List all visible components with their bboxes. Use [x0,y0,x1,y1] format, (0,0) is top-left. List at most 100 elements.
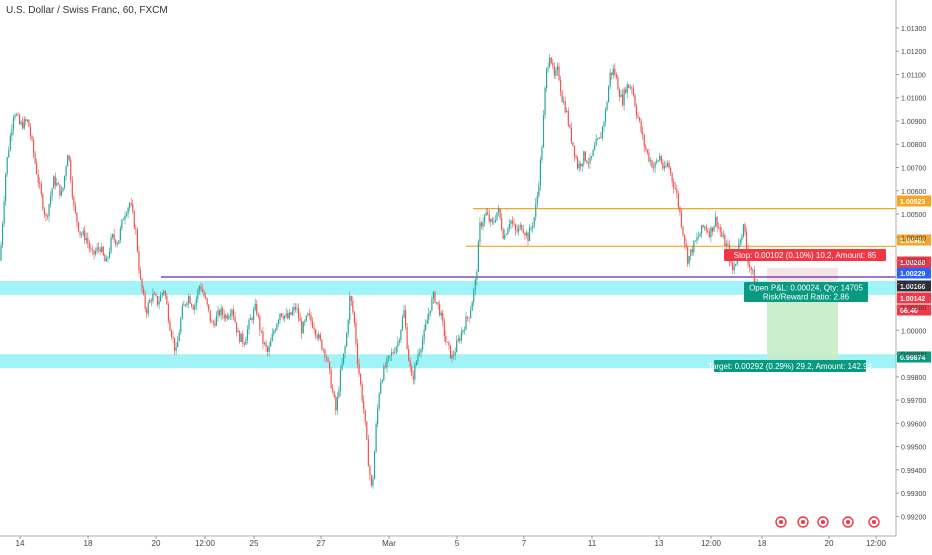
candle-body [535,203,537,218]
time-tick-label: 12:00 [866,539,887,548]
candle-body [228,316,230,319]
candle-body [375,424,377,452]
candle-body [487,212,489,215]
candle-body [324,349,326,357]
candle-body [42,194,44,209]
candle-body [536,195,538,204]
candle-body [662,162,664,169]
candle-body [491,219,493,222]
candle-body [727,243,729,245]
candle-body [493,221,495,223]
candle-body [398,340,400,343]
price-tick-label: 0.99700 [901,398,926,405]
candle-body [267,346,269,352]
candle-body [528,227,531,242]
candle-body [25,119,27,122]
candle-body [364,409,366,422]
candle-body [618,89,621,97]
candle-body [186,302,188,305]
candle-body [197,290,199,299]
open-pl-label[interactable]: Open P&L: 0.00024, Qty: 14705Risk/Reward… [744,282,868,302]
candle-body [406,326,408,350]
candle-body [76,212,78,223]
time-tick-label: 25 [250,539,259,548]
candle-body [280,313,283,317]
candle-body [366,421,368,440]
candle-body [466,316,469,318]
candle-body [690,249,692,257]
candle-body [113,234,115,240]
candle-body [384,366,386,368]
candle-body [459,338,461,341]
candle-body [256,303,258,315]
candle-body [81,234,83,236]
candle-body [5,173,7,202]
candle-body [676,189,678,194]
candle-body [699,233,701,237]
candle-body [377,408,379,425]
candle-body [637,115,639,118]
candle-body [234,316,236,323]
candle-body [166,295,168,305]
candle-body [170,330,173,337]
candle-body [167,304,169,321]
candle-body [153,293,156,295]
candle-body [594,145,596,150]
price-tick-label: 1.00800 [901,142,926,149]
candle-body [70,159,72,181]
support-zone-2[interactable] [0,354,896,369]
candle-body [119,228,121,240]
candle-body [260,330,262,332]
support-zone-1[interactable] [0,280,896,295]
candle-body [381,380,383,382]
candle-body [516,230,518,232]
candle-body [54,176,56,186]
candle-body [625,89,627,93]
stop-label[interactable]: Stop: 0.00102 (0.10%) 10.2, Amount: 85 [724,249,886,261]
candle-body [490,219,492,222]
candle-body [8,150,10,158]
candle-body [177,340,179,348]
candle-body [580,163,582,167]
candle-body [623,89,625,106]
candle-body [325,356,328,358]
candle-body [687,247,689,264]
candle-body [65,166,67,176]
candle-body [685,243,687,248]
candle-body [617,77,619,90]
candle-body [448,342,450,346]
candle-body [206,298,208,305]
candle-body [316,335,318,339]
candle-body [739,239,741,243]
candle-body [701,225,703,234]
target-label[interactable]: Target: 0.00292 (0.29%) 29.2, Amount: 14… [708,360,873,372]
price-tick-label: 0.99400 [901,468,926,475]
candle-body [288,312,290,319]
time-tick-label: 13 [655,539,664,548]
candle-body [360,374,362,385]
candle-body [525,232,528,236]
candle-body [50,196,52,205]
price-label-orange: 1.00361 [900,238,925,245]
candle-body [474,279,476,290]
candle-body [335,397,337,411]
candle-body [488,214,490,222]
candle-body [411,366,413,376]
candle-body [208,304,210,311]
candle-body [71,180,73,198]
candle-body [146,308,148,314]
candle-body [211,321,213,323]
candle-body [445,335,447,342]
target-zone[interactable] [767,291,838,360]
candle-body [141,278,143,290]
candle-body [609,72,611,87]
candle-body [160,295,162,302]
candle-body [426,319,428,324]
candle-body [556,66,559,71]
price-tick-label: 1.00500 [901,212,926,219]
candle-body [592,149,594,156]
candle-body [673,181,675,189]
candle-body [32,139,35,154]
